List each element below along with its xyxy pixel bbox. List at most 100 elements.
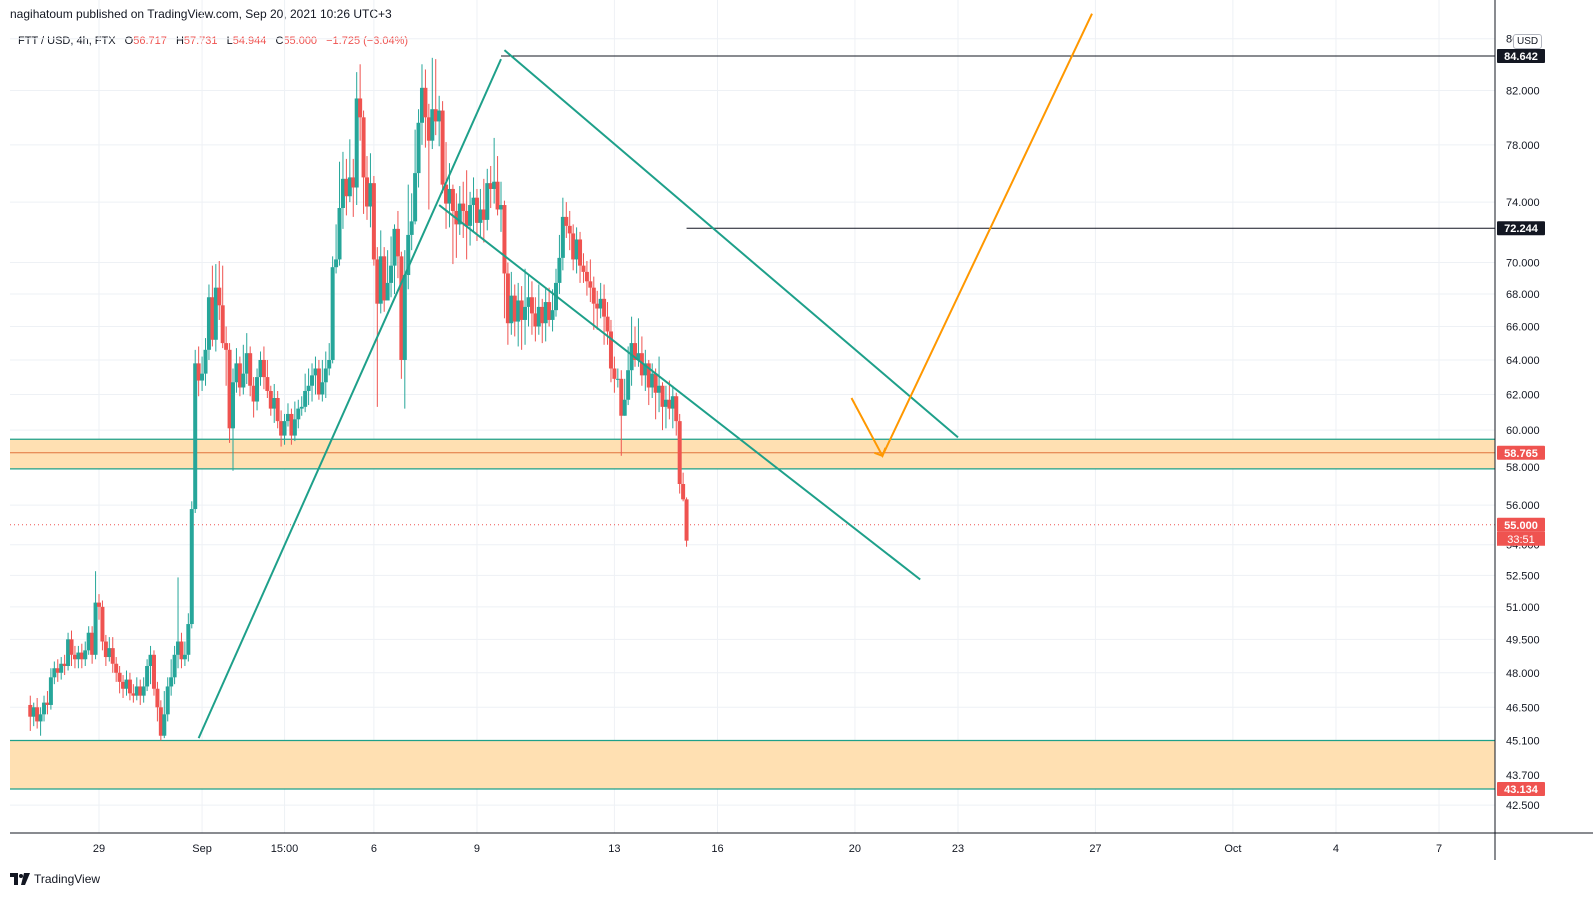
candle-up — [165, 686, 170, 715]
candle-up — [189, 509, 194, 625]
candle-up — [643, 363, 648, 376]
candle-up — [255, 377, 260, 402]
symbol-legend[interactable]: FTT / USD, 4h, FTX O56.717 H57.731 L54.9… — [18, 35, 408, 47]
candle-down — [512, 295, 517, 322]
candle-down — [653, 373, 658, 393]
candle-up — [629, 343, 634, 371]
candle-down — [79, 652, 84, 660]
candle-up — [409, 221, 414, 235]
price-label-box — [1497, 782, 1545, 796]
candle-up — [406, 234, 411, 276]
price-label-box — [1497, 49, 1545, 63]
candle-down — [633, 343, 638, 360]
y-tick-label: 45.100 — [1506, 736, 1540, 748]
trendline — [197, 58, 502, 739]
candle-down — [595, 303, 600, 309]
candle-down — [110, 648, 115, 664]
candle-up — [550, 310, 555, 320]
candle-down — [495, 181, 500, 210]
candle-up — [169, 677, 174, 687]
candle-up — [340, 178, 345, 208]
candle-down — [588, 281, 593, 288]
candle-down — [62, 663, 67, 666]
x-tick-label: 15:00 — [271, 843, 299, 855]
candle-down — [224, 343, 229, 350]
candle-up — [172, 654, 177, 678]
candle-up — [320, 382, 325, 395]
candle-down — [220, 305, 225, 344]
candle-up — [52, 668, 57, 678]
y-tick-label: 46.500 — [1506, 702, 1540, 714]
candle-up — [560, 216, 565, 258]
candle-up — [203, 349, 208, 374]
candle-down — [114, 663, 119, 673]
candle-down — [279, 421, 284, 436]
candle-up — [598, 298, 603, 309]
candle-down — [117, 672, 122, 682]
x-tick-label: 4 — [1333, 843, 1339, 855]
candle-down — [578, 239, 583, 266]
candle-down — [289, 413, 294, 436]
candle-down — [660, 385, 665, 407]
candle-down — [55, 668, 60, 673]
candle-up — [186, 624, 191, 655]
candle-down — [158, 707, 163, 736]
x-tick-label: 9 — [474, 843, 480, 855]
support-zone — [10, 439, 1495, 469]
candle-up — [86, 632, 91, 651]
candle-down — [265, 377, 270, 391]
candle-up — [306, 385, 311, 391]
candle-up — [615, 378, 620, 380]
candle-down — [196, 363, 201, 381]
y-tick-label: 60.000 — [1506, 425, 1540, 437]
candle-up — [657, 385, 662, 393]
candle-down — [505, 273, 510, 324]
y-tick-label: 74.000 — [1506, 197, 1540, 209]
publisher-text: nagihatoum published on TradingView.com,… — [10, 7, 392, 21]
candle-down — [571, 233, 576, 260]
candle-down — [564, 216, 569, 226]
candle-up — [38, 714, 43, 722]
candle-up — [523, 306, 528, 320]
candle-down — [365, 177, 370, 207]
candle-up — [296, 408, 301, 420]
candle-down — [344, 178, 349, 197]
candle-down — [667, 399, 672, 409]
candle-down — [567, 225, 572, 234]
candle-up — [347, 177, 352, 197]
candle-down — [440, 110, 445, 185]
trendline — [438, 204, 921, 581]
candle-down — [131, 693, 136, 696]
tradingview-brand[interactable]: TradingView — [10, 872, 100, 886]
candle-up — [622, 399, 627, 416]
candle-up — [368, 183, 373, 207]
y-tick-label: 48.000 — [1506, 668, 1540, 680]
candle-down — [681, 484, 686, 500]
y-tick-label: 70.000 — [1506, 258, 1540, 270]
candle-up — [200, 373, 205, 381]
candle-down — [461, 203, 466, 211]
candle-up — [485, 183, 490, 220]
countdown-box — [1497, 531, 1545, 546]
candle-up — [478, 209, 483, 223]
low-value: 54.944 — [232, 35, 267, 47]
candle-down — [103, 641, 108, 658]
candle-up — [310, 375, 315, 386]
candle-down — [474, 197, 479, 223]
currency-badge[interactable]: USD — [1513, 34, 1543, 49]
candle-up — [354, 98, 359, 188]
y-tick-label: 68.000 — [1506, 289, 1540, 301]
candle-up — [430, 109, 435, 141]
candle-down — [210, 297, 215, 340]
candle-down — [361, 117, 366, 178]
price-label-text: 72.244 — [1504, 223, 1539, 235]
candle-down — [639, 353, 644, 376]
candle-down — [151, 654, 156, 689]
trendline — [503, 49, 959, 439]
candle-down — [45, 702, 50, 705]
candle-down — [268, 390, 273, 409]
candle-down — [251, 385, 256, 402]
candle-down — [591, 287, 596, 304]
candle-up — [330, 267, 335, 360]
